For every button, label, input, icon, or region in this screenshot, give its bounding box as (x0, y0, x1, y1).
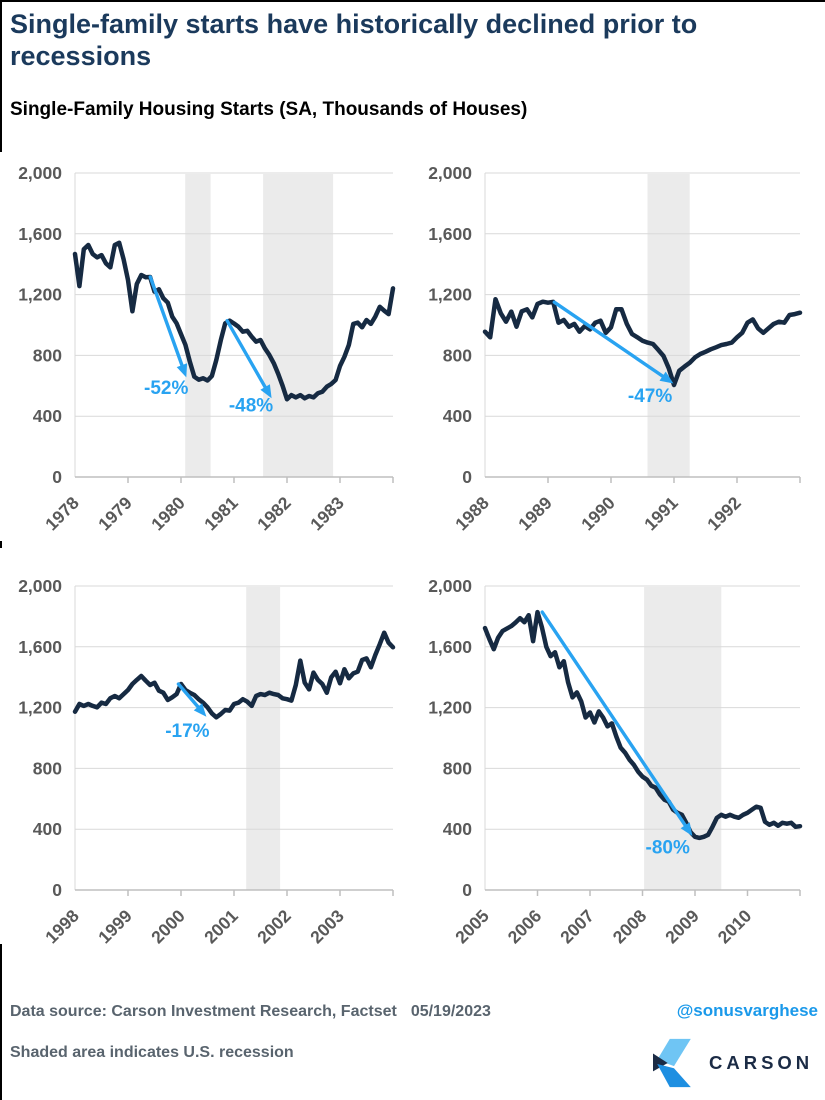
y-tick-label: 400 (33, 819, 62, 839)
y-tick-label: 0 (52, 880, 62, 900)
recession-band (246, 587, 281, 890)
y-tick-label: 2,000 (428, 576, 472, 596)
y-tick-label: 1,200 (18, 285, 62, 305)
decline-percent-label: -47% (628, 386, 672, 407)
y-tick-label: 2,000 (18, 163, 62, 183)
x-tick-label: 1991 (640, 493, 682, 535)
x-tick-label: 2003 (306, 906, 348, 948)
x-tick-label: 2007 (556, 906, 598, 948)
data-source-note: Data source: Carson Investment Research,… (10, 1003, 491, 1021)
chart-svg-1988-1992: 0 400 800 1,200 1,600 2,000 1988 1989 1990 1991 19… (428, 163, 803, 535)
carson-logo-icon (653, 1038, 691, 1088)
x-tick-label: 2005 (451, 906, 493, 948)
y-tick-label: 800 (443, 345, 472, 365)
y-tick-label: 2,000 (428, 163, 472, 183)
chart-panel-2005-2010: 0 400 800 1,200 1,600 2,000 2005 2006 2007 2008 20… (410, 568, 825, 960)
x-tick-label: 2001 (200, 906, 242, 948)
x-tick-label: 2002 (253, 906, 295, 948)
chart-svg-1978-1983: 0 400 800 1,200 1,600 2,000 1978 1979 1980 1981 19… (18, 163, 396, 535)
x-tick-label: 1982 (253, 493, 295, 535)
x-tick-label: 1992 (703, 493, 745, 535)
x-tick-label: 2009 (661, 906, 703, 948)
recession-band (185, 174, 211, 477)
y-tick-label: 1,200 (428, 285, 472, 305)
y-tick-label: 0 (462, 467, 472, 487)
page-title-line2: recessions (10, 41, 152, 72)
frame-border-left-upper (0, 0, 2, 152)
recession-note: Shaded area indicates U.S. recession (10, 1044, 294, 1061)
decline-percent-label: -17% (165, 721, 209, 742)
y-tick-label: 0 (462, 880, 472, 900)
carson-logo: CARSON (653, 1034, 813, 1092)
x-tick-label: 1978 (41, 493, 83, 535)
y-tick-label: 800 (33, 758, 62, 778)
housing-starts-line (72, 630, 396, 720)
chart-panel-1998-2003: 0 400 800 1,200 1,600 2,000 1998 1999 2000 2001 20… (0, 568, 410, 960)
decline-arrow (225, 318, 269, 393)
x-tick-label: 1983 (306, 493, 348, 535)
page-title-line1: Single-family starts have historically d… (10, 9, 698, 39)
decline-percent-label: -52% (144, 378, 188, 399)
x-tick-label: 2010 (714, 906, 756, 948)
decline-arrow (540, 610, 690, 831)
x-tick-label: 2006 (504, 906, 546, 948)
carson-logo-text: CARSON (709, 1052, 814, 1073)
y-tick-label: 1,200 (18, 698, 62, 718)
arrow-head-icon (260, 384, 272, 399)
arrow-head-icon (680, 822, 693, 836)
x-tick-label: 1981 (200, 493, 242, 535)
twitter-handle: @sonusvarghese (676, 1001, 818, 1020)
x-tick-label: 1988 (451, 493, 493, 535)
housing-starts-line (482, 609, 803, 841)
arrow-head-icon (193, 703, 207, 717)
y-tick-label: 2,000 (18, 576, 62, 596)
x-tick-label: 2008 (609, 906, 651, 948)
decline-arrow (148, 275, 186, 371)
y-tick-label: 400 (443, 819, 472, 839)
decline-arrow (552, 300, 668, 381)
decline-percent-label: -48% (229, 396, 273, 417)
y-tick-label: 1,600 (428, 637, 472, 657)
decline-arrow (176, 682, 203, 712)
y-tick-label: 1,600 (18, 637, 62, 657)
frame-border-left-lower (0, 944, 2, 1100)
housing-starts-line (72, 240, 396, 402)
page-title: Single-family starts have historically d… (10, 8, 810, 73)
date-label: 05/19/2023 (410, 1003, 491, 1020)
frame-border-top (0, 0, 825, 2)
arrow-head-icon (176, 363, 188, 378)
y-tick-label: 800 (33, 345, 62, 365)
recession-band (644, 587, 722, 890)
chart-panel-1988-1992: 0 400 800 1,200 1,600 2,000 1988 1989 1990 1991 19… (410, 155, 825, 547)
x-tick-label: 1990 (577, 493, 619, 535)
y-tick-label: 800 (443, 758, 472, 778)
x-tick-label: 1979 (94, 493, 136, 535)
recession-band (263, 174, 334, 477)
y-tick-label: 400 (33, 406, 62, 426)
x-tick-label: 1999 (94, 906, 136, 948)
y-tick-label: 1,600 (18, 224, 62, 244)
y-tick-label: 1,600 (428, 224, 472, 244)
y-tick-label: 400 (443, 406, 472, 426)
housing-starts-line (482, 296, 803, 388)
recession-band (647, 174, 690, 477)
frame-border-left-middle (0, 541, 2, 548)
chart-panel-1978-1983: 0 400 800 1,200 1,600 2,000 1978 1979 1980 1981 19… (0, 155, 410, 547)
data-source-text: Data source: Carson Investment Research,… (10, 1003, 397, 1020)
x-tick-label: 1998 (41, 906, 83, 948)
arrow-head-icon (659, 371, 674, 384)
chart-svg-1998-2003: 0 400 800 1,200 1,600 2,000 1998 1999 2000 2001 20… (18, 576, 396, 948)
x-tick-label: 1989 (514, 493, 556, 535)
y-tick-label: 1,200 (428, 698, 472, 718)
y-tick-label: 0 (52, 467, 62, 487)
x-tick-label: 1980 (147, 493, 189, 535)
chart-subtitle: Single-Family Housing Starts (SA, Thousa… (10, 99, 528, 120)
x-tick-label: 2000 (147, 906, 189, 948)
decline-percent-label: -80% (646, 838, 690, 859)
